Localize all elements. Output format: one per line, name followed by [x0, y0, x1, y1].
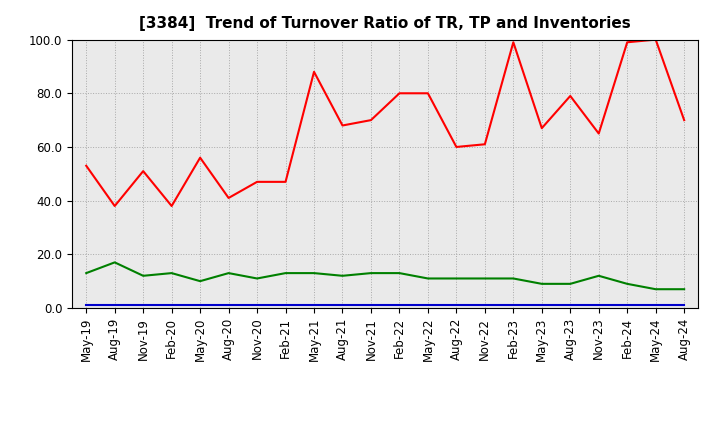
Inventories — [537, 281, 546, 286]
Trade Receivables — [282, 179, 290, 184]
Trade Receivables — [680, 117, 688, 123]
Inventories — [595, 273, 603, 279]
Trade Payables — [167, 303, 176, 308]
Trade Payables — [680, 303, 688, 308]
Trade Receivables — [566, 93, 575, 99]
Trade Receivables — [395, 91, 404, 96]
Trade Payables — [310, 303, 318, 308]
Trade Receivables — [139, 169, 148, 174]
Line: Inventories: Inventories — [86, 262, 684, 289]
Trade Receivables — [537, 125, 546, 131]
Inventories — [480, 276, 489, 281]
Trade Payables — [253, 303, 261, 308]
Trade Receivables — [110, 203, 119, 209]
Trade Payables — [110, 303, 119, 308]
Inventories — [167, 271, 176, 276]
Trade Receivables — [338, 123, 347, 128]
Trade Payables — [395, 303, 404, 308]
Inventories — [509, 276, 518, 281]
Inventories — [282, 271, 290, 276]
Trade Receivables — [225, 195, 233, 201]
Inventories — [110, 260, 119, 265]
Trade Payables — [652, 303, 660, 308]
Trade Receivables — [652, 37, 660, 42]
Line: Trade Receivables: Trade Receivables — [86, 40, 684, 206]
Trade Receivables — [82, 163, 91, 169]
Inventories — [310, 271, 318, 276]
Inventories — [225, 271, 233, 276]
Trade Receivables — [310, 69, 318, 74]
Inventories — [423, 276, 432, 281]
Trade Payables — [509, 303, 518, 308]
Trade Payables — [566, 303, 575, 308]
Trade Payables — [196, 303, 204, 308]
Trade Receivables — [253, 179, 261, 184]
Trade Payables — [595, 303, 603, 308]
Trade Payables — [480, 303, 489, 308]
Inventories — [338, 273, 347, 279]
Trade Payables — [452, 303, 461, 308]
Trade Receivables — [167, 203, 176, 209]
Inventories — [366, 271, 375, 276]
Inventories — [253, 276, 261, 281]
Trade Payables — [82, 303, 91, 308]
Inventories — [452, 276, 461, 281]
Trade Payables — [282, 303, 290, 308]
Trade Payables — [225, 303, 233, 308]
Inventories — [652, 286, 660, 292]
Trade Receivables — [452, 144, 461, 150]
Trade Receivables — [595, 131, 603, 136]
Inventories — [566, 281, 575, 286]
Trade Receivables — [509, 40, 518, 45]
Trade Receivables — [366, 117, 375, 123]
Inventories — [680, 286, 688, 292]
Inventories — [82, 271, 91, 276]
Inventories — [196, 279, 204, 284]
Trade Receivables — [423, 91, 432, 96]
Trade Receivables — [480, 142, 489, 147]
Trade Receivables — [623, 40, 631, 45]
Trade Payables — [338, 303, 347, 308]
Trade Payables — [366, 303, 375, 308]
Trade Payables — [623, 303, 631, 308]
Trade Payables — [537, 303, 546, 308]
Trade Receivables — [196, 155, 204, 160]
Title: [3384]  Trend of Turnover Ratio of TR, TP and Inventories: [3384] Trend of Turnover Ratio of TR, TP… — [140, 16, 631, 32]
Inventories — [623, 281, 631, 286]
Inventories — [139, 273, 148, 279]
Trade Payables — [139, 303, 148, 308]
Inventories — [395, 271, 404, 276]
Trade Payables — [423, 303, 432, 308]
